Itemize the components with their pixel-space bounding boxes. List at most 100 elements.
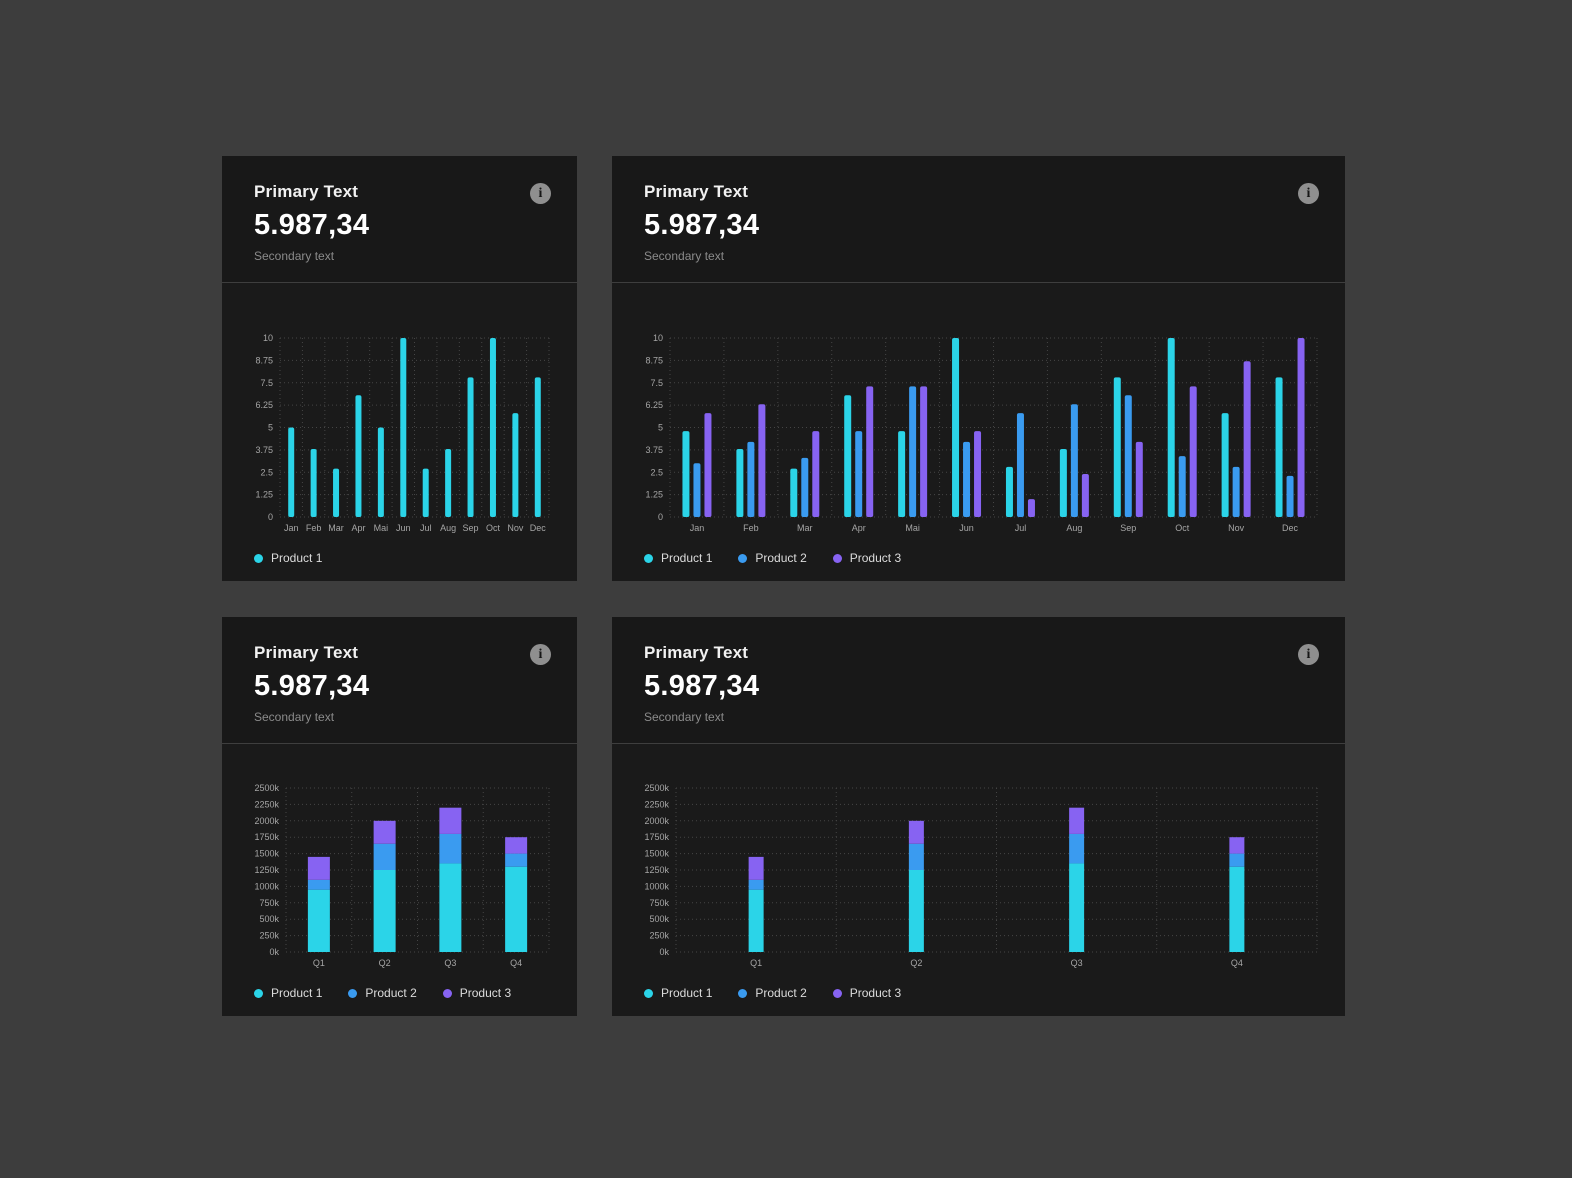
svg-text:8.75: 8.75: [645, 355, 663, 365]
monthly-bar-chart: 0 1.25 2.5 3.75 5 6.25 7.5 8.75 10 Jan Feb Mar Apr Ma…: [255, 333, 550, 533]
card-value: 5.987,34: [254, 670, 370, 702]
svg-text:Apr: Apr: [852, 523, 866, 533]
svg-text:Dec: Dec: [530, 523, 547, 533]
svg-text:1750k: 1750k: [644, 832, 669, 842]
info-icon[interactable]: i: [530, 183, 551, 204]
svg-text:Nov: Nov: [1228, 523, 1245, 533]
info-icon[interactable]: i: [1298, 183, 1319, 204]
legend-label: Product 1: [661, 986, 713, 1000]
svg-text:250k: 250k: [259, 931, 279, 941]
svg-text:Mai: Mai: [374, 523, 389, 533]
svg-text:Feb: Feb: [743, 523, 759, 533]
info-icon[interactable]: i: [530, 644, 551, 665]
card-header: Primary Text 5.987,34 Secondary text i: [612, 617, 1345, 744]
svg-text:1500k: 1500k: [644, 849, 669, 859]
svg-text:1000k: 1000k: [644, 881, 669, 891]
legend-item-product-3[interactable]: Product 3: [832, 986, 902, 1000]
svg-text:3.75: 3.75: [255, 445, 273, 455]
card-value: 5.987,34: [644, 670, 760, 702]
legend-label: Product 1: [661, 551, 713, 565]
card-title: Primary Text: [254, 182, 359, 201]
legend-item-product-1[interactable]: Product 1: [644, 551, 712, 565]
monthly-grouped-bar-chart: 0 1.25 2.5 3.75 5 6.25 7.5 8.75 10 Jan Feb Mar Apr Ma…: [645, 333, 1318, 533]
card-secondary-text: Secondary text: [254, 710, 335, 724]
svg-text:1.25: 1.25: [645, 490, 663, 500]
svg-text:Mai: Mai: [905, 523, 920, 533]
legend-label: Product 2: [755, 551, 807, 565]
chart-legend: Product 1: [246, 551, 553, 565]
svg-text:2250k: 2250k: [644, 799, 669, 809]
card-header: Primary Text 5.987,34 Secondary text i: [612, 156, 1345, 283]
legend-dot: [644, 988, 653, 998]
legend-dot: [254, 553, 263, 563]
legend-item-product-3[interactable]: Product 3: [442, 986, 511, 1000]
chart-legend: Product 1 Product 2 Product 3: [246, 986, 553, 1000]
card-header: Primary Text 5.987,34 Secondary text i: [222, 156, 577, 283]
svg-text:5: 5: [268, 423, 273, 433]
legend-label: Product 3: [849, 986, 902, 1000]
svg-text:1250k: 1250k: [644, 865, 669, 875]
legend-item-product-2[interactable]: Product 2: [738, 986, 807, 1000]
svg-text:Aug: Aug: [1066, 523, 1082, 533]
svg-text:250k: 250k: [649, 931, 669, 941]
svg-text:Jul: Jul: [420, 523, 432, 533]
card-products-stacked-quarterly-wide: Primary Text 5.987,34 Secondary text i 0…: [612, 617, 1345, 1016]
svg-text:0: 0: [268, 512, 273, 522]
legend-item-product-1[interactable]: Product 1: [254, 986, 322, 1000]
svg-text:Q3: Q3: [444, 958, 456, 968]
svg-text:1250k: 1250k: [254, 865, 279, 875]
svg-text:Jul: Jul: [1015, 523, 1027, 533]
legend-label: Product 1: [271, 986, 323, 1000]
svg-text:1.25: 1.25: [255, 490, 273, 500]
legend-item-product-3[interactable]: Product 3: [832, 551, 901, 565]
card-secondary-text: Secondary text: [644, 249, 725, 263]
card-value: 5.987,34: [254, 209, 370, 241]
svg-text:1000k: 1000k: [254, 881, 279, 891]
svg-text:Q4: Q4: [510, 958, 522, 968]
svg-text:Q3: Q3: [1071, 958, 1083, 968]
chart-legend: Product 1 Product 2 Product 3: [636, 986, 1321, 1000]
svg-text:3.75: 3.75: [645, 445, 663, 455]
svg-text:2.5: 2.5: [260, 467, 273, 477]
svg-text:750k: 750k: [259, 898, 279, 908]
card-value: 5.987,34: [644, 209, 760, 241]
legend-dot: [738, 988, 748, 998]
legend-label: Product 2: [755, 986, 807, 1000]
svg-text:10: 10: [263, 333, 273, 343]
svg-text:500k: 500k: [259, 914, 279, 924]
card-secondary-text: Secondary text: [254, 249, 335, 263]
svg-text:2500k: 2500k: [254, 783, 279, 793]
info-icon[interactable]: i: [1298, 644, 1319, 665]
chart-legend: Product 1 Product 2 Product 3: [636, 551, 1321, 565]
card-chart-area: 0k 250k 500k 750k 1000k 1250k 1500k 1750k 2000k 2…: [222, 744, 577, 1016]
card-title: Primary Text: [644, 643, 749, 662]
card-header: Primary Text 5.987,34 Secondary text i: [222, 617, 577, 744]
card-products-stacked-quarterly: Primary Text 5.987,34 Secondary text i 0…: [222, 617, 577, 1016]
svg-text:Sep: Sep: [1120, 523, 1136, 533]
svg-text:Q4: Q4: [1231, 958, 1243, 968]
svg-text:Nov: Nov: [507, 523, 524, 533]
legend-item-product-1[interactable]: Product 1: [254, 551, 322, 565]
card-chart-area: 0k 250k 500k 750k 1000k 1250k 1500k 1750k 2000k 2…: [612, 744, 1345, 1016]
svg-text:6.25: 6.25: [255, 400, 273, 410]
svg-text:1750k: 1750k: [254, 832, 279, 842]
card-chart-area: 0 1.25 2.5 3.75 5 6.25 7.5 8.75 10 Jan Feb Mar Apr Ma…: [222, 283, 577, 581]
svg-text:Q2: Q2: [379, 958, 391, 968]
legend-dot: [442, 988, 452, 998]
svg-text:0k: 0k: [269, 947, 279, 957]
legend-item-product-1[interactable]: Product 1: [644, 986, 712, 1000]
svg-text:Jun: Jun: [959, 523, 974, 533]
svg-text:2000k: 2000k: [644, 816, 669, 826]
svg-text:5: 5: [658, 423, 663, 433]
svg-text:750k: 750k: [649, 898, 669, 908]
card-chart-area: 0 1.25 2.5 3.75 5 6.25 7.5 8.75 10 Jan Feb Mar Apr Ma…: [612, 283, 1345, 581]
svg-text:1500k: 1500k: [254, 849, 279, 859]
legend-dot: [832, 553, 842, 563]
legend-item-product-2[interactable]: Product 2: [348, 986, 417, 1000]
svg-text:Dec: Dec: [1282, 523, 1299, 533]
legend-label: Product 2: [365, 986, 417, 1000]
svg-text:0k: 0k: [659, 947, 669, 957]
legend-item-product-2[interactable]: Product 2: [738, 551, 807, 565]
card-title: Primary Text: [644, 182, 749, 201]
